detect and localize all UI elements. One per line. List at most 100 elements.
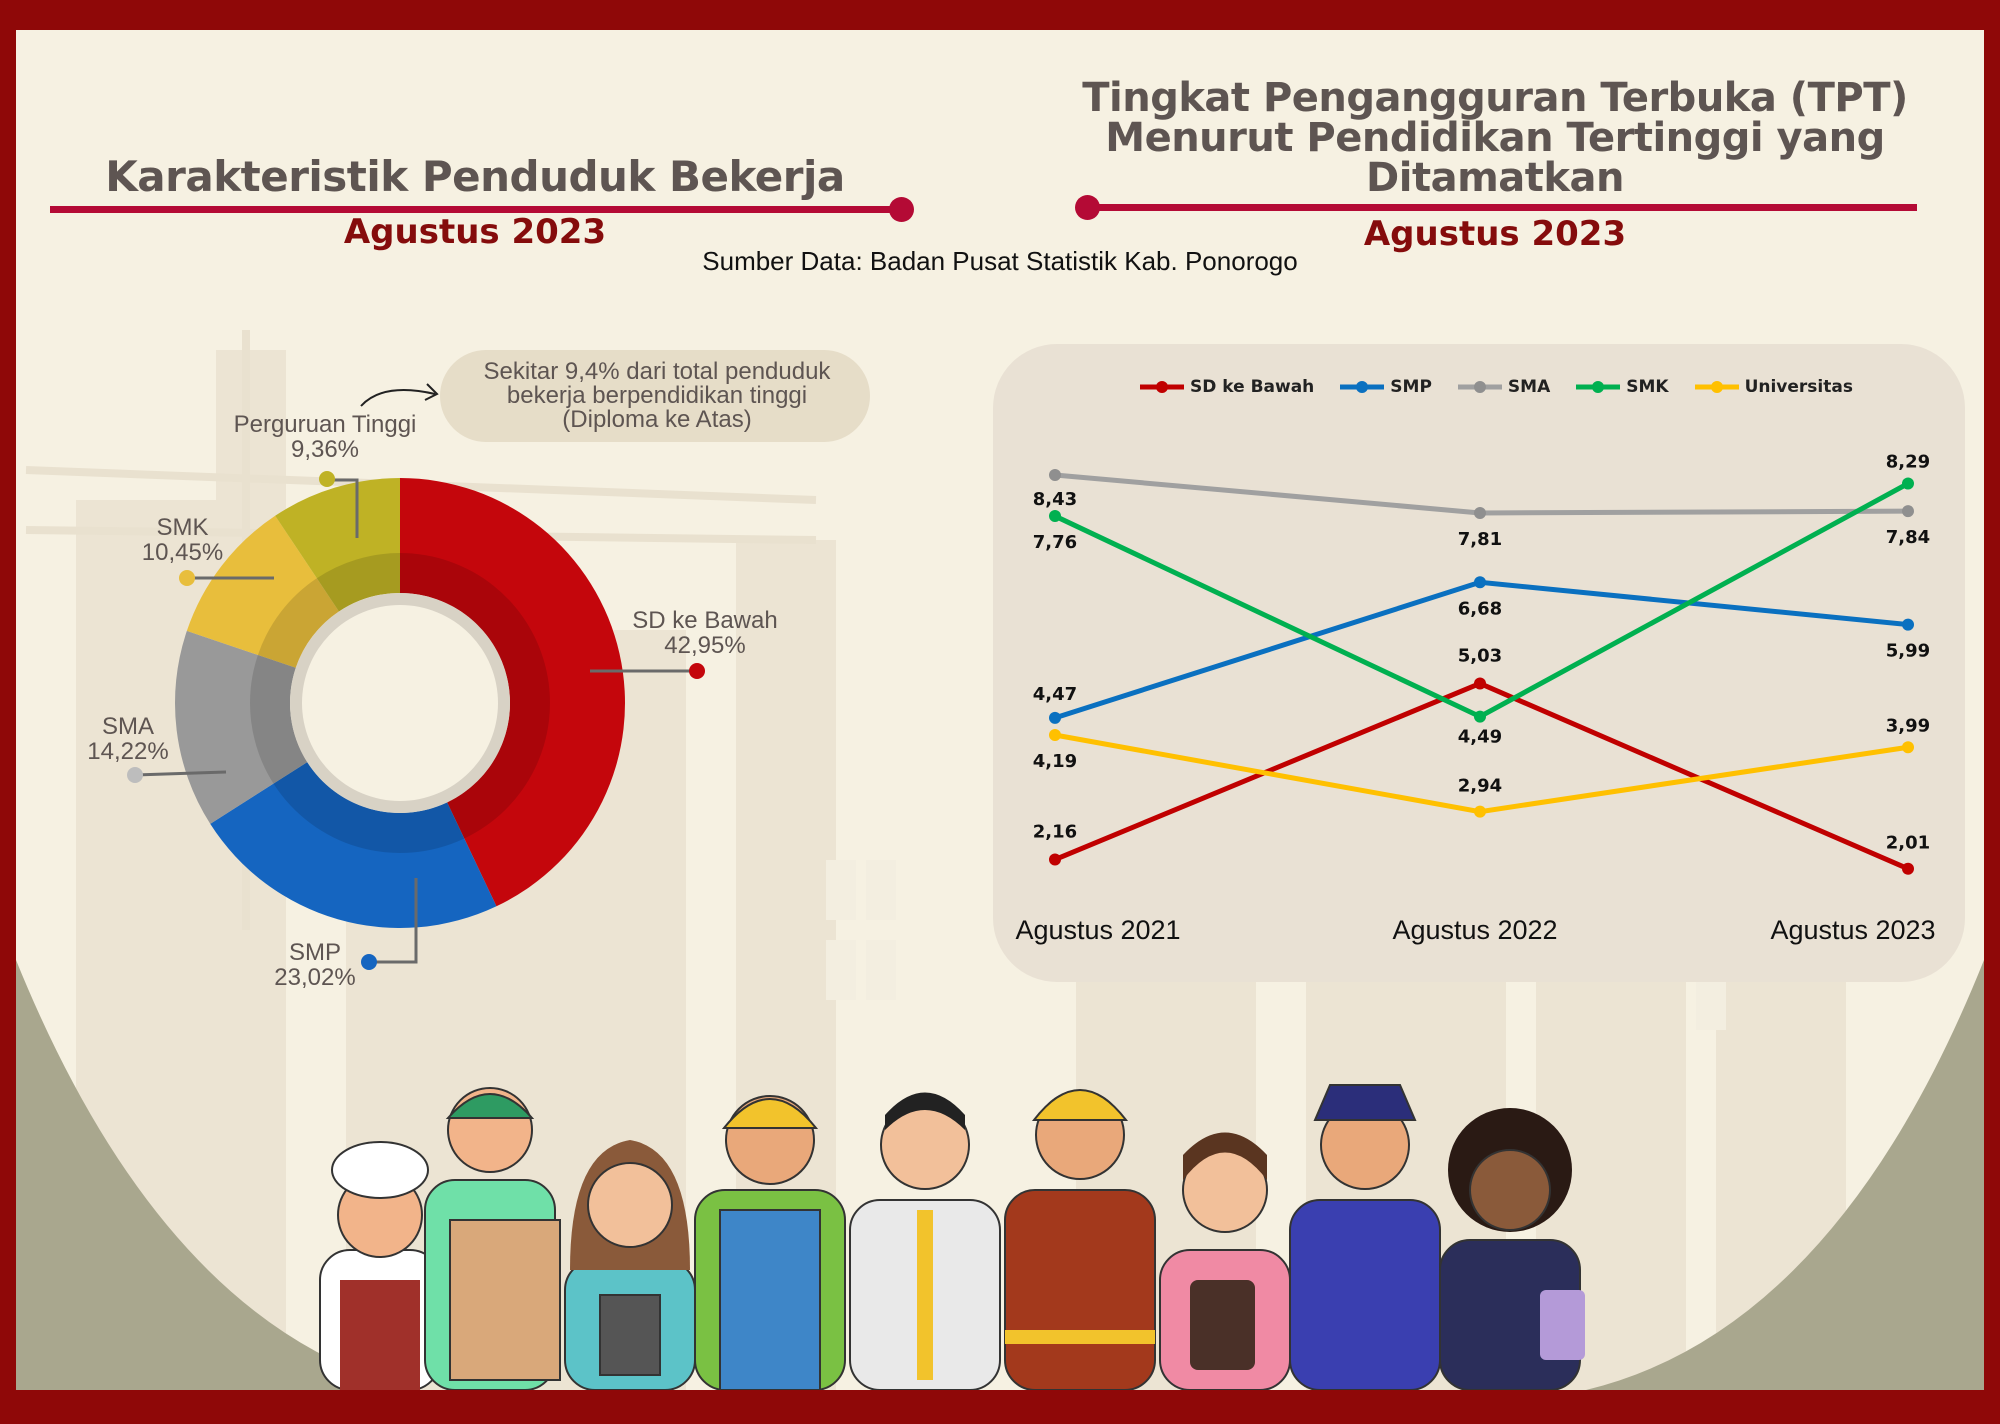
line-chart-panel (993, 344, 1965, 982)
line-point-smp-1 (1474, 576, 1486, 589)
note-bubble (440, 350, 870, 442)
line-point-univ-0 (1049, 729, 1061, 742)
left-subtitle: Agustus 2023 (343, 212, 607, 252)
slice-label-smk: SMK 10,45% (120, 515, 245, 565)
donut-slice-sd (400, 478, 625, 907)
delivery-figure (424, 1087, 561, 1390)
slice-name-smk: SMK (156, 514, 209, 541)
slice-value-smp: 23,02% (274, 964, 356, 991)
chef-figure (319, 1141, 441, 1390)
slice-name-sma: SMA (101, 713, 154, 740)
right-subtitle: Agustus 2023 (1363, 214, 1627, 254)
legend-swatch-univ (1694, 381, 1739, 393)
data-label-sd-0: 2,16 (1033, 822, 1077, 843)
slice-name-sd: SD ke Bawah (632, 607, 778, 634)
note-text: Sekitar 9,4% dari total penduduk bekerja… (483, 358, 831, 433)
workers-illustration (319, 1084, 1585, 1390)
line-chart: 2,16 5,03 2,01 4,47 6,68 5,99 8,43 7,81 7,84 7,76… (1015, 452, 1935, 945)
line-point-sd-1 (1474, 677, 1486, 690)
data-label-smp-0: 4,47 (1033, 684, 1077, 705)
legend-item-smk: SMK (1574, 377, 1669, 397)
data-label-univ-0: 4,19 (1033, 751, 1077, 772)
frame-left (0, 0, 16, 1424)
legend-item-smp: SMP (1338, 377, 1432, 397)
left-title: Karakteristik Penduduk Bekerja (105, 152, 845, 201)
data-label-univ-1: 2,94 (1458, 776, 1502, 797)
data-label-sma-1: 7,81 (1458, 529, 1502, 550)
businesswoman-figure (1439, 1108, 1585, 1390)
data-label-sd-1: 5,03 (1458, 645, 1502, 666)
slice-value-sma: 14,22% (87, 738, 169, 765)
slice-label-sma: SMA 14,22% (68, 714, 188, 764)
line-point-smk-1 (1474, 710, 1486, 723)
legend-label-sma: SMA (1507, 377, 1551, 397)
leader-dot-sd (689, 663, 705, 679)
frame-bottom (0, 1390, 2000, 1424)
donut-slice-pt (275, 478, 400, 612)
firefighter-figure (1004, 1089, 1156, 1390)
data-label-smp-2: 5,99 (1886, 641, 1930, 662)
donut-slice-sma (174, 630, 308, 824)
leader-dot-smk (179, 570, 195, 586)
slice-value-sd: 42,95% (664, 632, 746, 659)
source-note: Sumber Data: Badan Pusat Statistik Kab. … (702, 246, 1298, 276)
data-label-univ-2: 3,99 (1886, 715, 1930, 736)
frame-right (1984, 0, 2000, 1424)
line-point-smp-0 (1049, 711, 1061, 724)
donut-slice-smk (186, 515, 339, 668)
line-point-sd-2 (1902, 862, 1914, 875)
right-title-rule-dot (1075, 195, 1100, 220)
left-title-rule (50, 206, 900, 213)
donut-inner-shade-sma (250, 654, 308, 784)
legend-item-sd: SD ke Bawah (1138, 377, 1314, 397)
line-point-univ-1 (1474, 805, 1486, 818)
police-figure (1289, 1084, 1441, 1390)
doctor-figure (849, 1092, 1001, 1390)
line-point-sma-1 (1474, 506, 1486, 519)
legend-swatch-sd (1140, 381, 1184, 393)
line-point-sma-2 (1902, 505, 1914, 518)
data-label-smp-1: 6,68 (1458, 598, 1502, 619)
line-point-sd-0 (1049, 853, 1061, 866)
office-woman-figure (1159, 1132, 1291, 1390)
slice-name-pt: Perguruan Tinggi (233, 411, 417, 438)
leader-smp (369, 878, 418, 964)
slice-label-smp: SMP 23,02% (250, 940, 380, 990)
slice-value-smk: 10,45% (141, 539, 224, 566)
curved-arrow-icon (360, 383, 439, 407)
legend-swatch-sma (1457, 381, 1502, 393)
left-title-rule-dot (889, 197, 914, 222)
donut-inner-shade-sd (400, 553, 550, 839)
right-title-rule (1085, 204, 1917, 211)
frame-top (0, 0, 2000, 30)
legend-item-univ: Universitas (1693, 377, 1853, 397)
ground-arc (16, 960, 1984, 1390)
builder-figure (694, 1095, 846, 1390)
category-label-0: Agustus 2021 (1015, 915, 1180, 945)
line-point-smp-2 (1902, 618, 1914, 631)
legend-label-univ: Universitas (1744, 377, 1853, 397)
donut-slice-smp (210, 762, 497, 928)
donut-chart (127, 471, 705, 970)
leader-pt (327, 478, 359, 538)
legend-swatch-smk (1576, 381, 1621, 393)
legend-label-smk: SMK (1626, 377, 1669, 397)
legend-label-sd: SD ke Bawah (1190, 377, 1315, 397)
legend-label-smp: SMP (1390, 377, 1432, 397)
line-legend: SD ke Bawah SMP SMA SMK Universitas (1138, 372, 1858, 402)
donut-inner-shade-pt (316, 553, 400, 612)
line-point-sma-0 (1049, 468, 1061, 481)
donut-inner-shade-smp (273, 762, 465, 854)
line-point-univ-2 (1902, 741, 1914, 754)
category-label-2: Agustus 2023 (1770, 915, 1935, 945)
donut-inner-shade-smk (257, 578, 339, 668)
data-label-sd-2: 2,01 (1886, 833, 1930, 854)
right-title-line-2: Menurut Pendidikan Tertinggi yang (1105, 115, 1885, 161)
right-title-line-3: Ditamatkan (1366, 155, 1624, 201)
data-label-smk-2: 8,29 (1886, 452, 1930, 473)
donut-hole (302, 605, 498, 801)
data-label-smk-0: 7,76 (1033, 532, 1077, 553)
right-title-line-1: Tingkat Pengangguran Terbuka (TPT) (1082, 75, 1908, 121)
leader-dot-pt (319, 471, 335, 487)
